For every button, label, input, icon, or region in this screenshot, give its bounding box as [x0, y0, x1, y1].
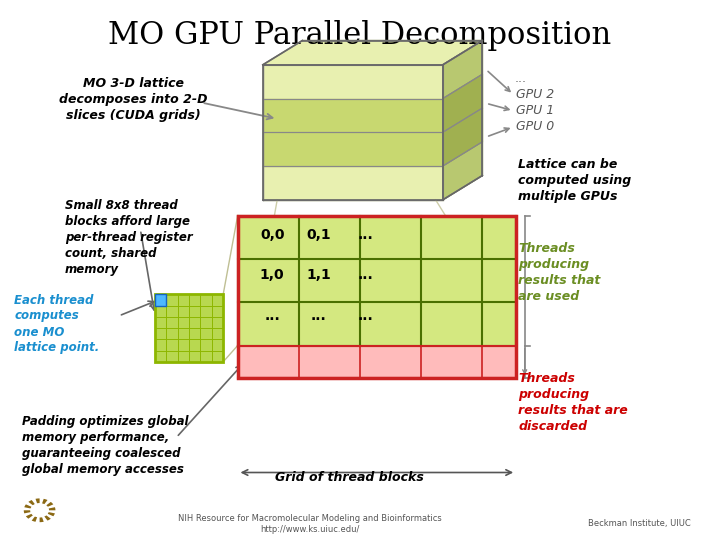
Text: Each thread
computes
one MO
lattice point.: Each thread computes one MO lattice poin… — [14, 294, 99, 354]
Polygon shape — [263, 98, 443, 132]
Text: ...: ... — [358, 309, 374, 323]
Text: ...: ... — [515, 72, 527, 85]
Polygon shape — [443, 108, 482, 166]
Circle shape — [31, 504, 48, 517]
Bar — [238, 216, 482, 346]
Text: ...: ... — [358, 268, 374, 282]
Text: 0,0: 0,0 — [260, 228, 284, 242]
Bar — [238, 216, 516, 378]
Wedge shape — [32, 510, 40, 522]
Polygon shape — [263, 98, 443, 132]
Text: Padding optimizes global
memory performance,
guaranteeing coalesced
global memor: Padding optimizes global memory performa… — [22, 415, 188, 476]
Polygon shape — [263, 166, 443, 200]
Polygon shape — [443, 40, 482, 98]
Wedge shape — [40, 510, 51, 521]
Polygon shape — [263, 65, 443, 98]
Bar — [238, 346, 516, 378]
Bar — [155, 294, 166, 306]
Text: ...: ... — [358, 228, 374, 242]
Text: Threads
producing
results that
are used: Threads producing results that are used — [518, 242, 600, 303]
Text: ...: ... — [311, 309, 327, 323]
Polygon shape — [263, 40, 482, 65]
Wedge shape — [28, 500, 40, 510]
Wedge shape — [40, 510, 55, 516]
Text: Beckman Institute, UIUC: Beckman Institute, UIUC — [588, 519, 691, 528]
Wedge shape — [24, 510, 40, 514]
Text: NIH Resource for Macromolecular Modeling and Bioinformatics
http://www.ks.uiuc.e: NIH Resource for Macromolecular Modeling… — [178, 514, 441, 534]
Text: Grid of thread blocks: Grid of thread blocks — [275, 471, 423, 484]
Wedge shape — [40, 499, 48, 510]
Text: GPU 0: GPU 0 — [516, 120, 554, 133]
Polygon shape — [263, 132, 443, 166]
Wedge shape — [40, 510, 44, 522]
Bar — [155, 294, 223, 362]
Wedge shape — [24, 504, 40, 510]
Wedge shape — [40, 502, 53, 510]
Text: ...: ... — [264, 309, 280, 323]
Bar — [482, 216, 516, 346]
Polygon shape — [443, 141, 482, 200]
Text: GPU 2: GPU 2 — [516, 88, 554, 101]
Text: Small 8x8 thread
blocks afford large
per-thread register
count, shared
memory: Small 8x8 thread blocks afford large per… — [65, 199, 192, 276]
Wedge shape — [40, 507, 55, 510]
Wedge shape — [26, 510, 40, 519]
Text: 0,1: 0,1 — [307, 228, 331, 242]
Bar — [482, 346, 516, 378]
Text: GPU 1: GPU 1 — [516, 104, 554, 117]
Polygon shape — [443, 108, 482, 166]
Text: MO 3-D lattice
decomposes into 2-D
slices (CUDA grids): MO 3-D lattice decomposes into 2-D slice… — [59, 77, 207, 123]
Polygon shape — [443, 74, 482, 132]
Text: 1,0: 1,0 — [260, 268, 284, 282]
Wedge shape — [35, 498, 40, 510]
Text: Threads
producing
results that are
discarded: Threads producing results that are disca… — [518, 372, 628, 433]
Polygon shape — [443, 74, 482, 132]
Polygon shape — [263, 132, 443, 166]
Text: 1,1: 1,1 — [307, 268, 331, 282]
Text: Lattice can be
computed using
multiple GPUs: Lattice can be computed using multiple G… — [518, 158, 631, 204]
Text: MO GPU Parallel Decomposition: MO GPU Parallel Decomposition — [109, 19, 611, 51]
Polygon shape — [443, 40, 482, 200]
